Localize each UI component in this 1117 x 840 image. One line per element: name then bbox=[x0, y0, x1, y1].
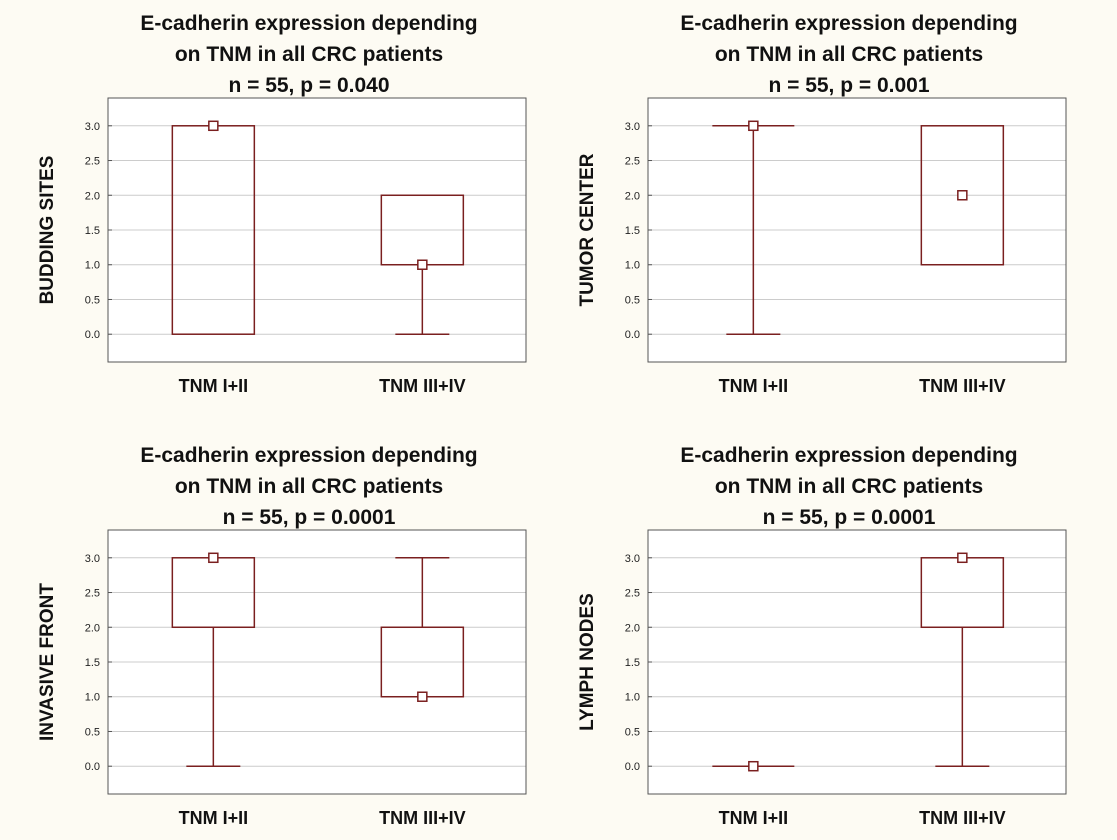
y-tick-label: 2.0 bbox=[85, 190, 100, 202]
median-marker bbox=[957, 552, 968, 564]
chart-panel: E-cadherin expression depending on TNM in… bbox=[37, 444, 527, 828]
box-iqr bbox=[920, 125, 1005, 266]
y-tick-label: 1.5 bbox=[85, 225, 100, 237]
chart-title-line: n = 55, p = 0.0001 bbox=[223, 506, 396, 529]
chart-title-line: n = 55, p = 0.040 bbox=[228, 74, 389, 97]
y-tick-label: 0.5 bbox=[85, 726, 100, 738]
y-tick-label: 2.5 bbox=[85, 588, 100, 600]
x-category-label: TNM I+II bbox=[719, 376, 789, 396]
plot-frame bbox=[647, 97, 1067, 363]
chart-panel: E-cadherin expression depending on TNM in… bbox=[37, 12, 527, 396]
median-marker bbox=[748, 120, 759, 132]
chart-title-line: on TNM in all CRC patients bbox=[175, 475, 443, 498]
x-category-label: TNM I+II bbox=[179, 376, 249, 396]
x-category-label: TNM I+II bbox=[719, 808, 789, 828]
y-tick-label: 2.5 bbox=[625, 588, 640, 600]
y-tick-label: 0.0 bbox=[85, 329, 100, 341]
y-tick-label: 1.5 bbox=[85, 657, 100, 669]
median-marker bbox=[417, 691, 428, 702]
y-tick-label: 3.0 bbox=[625, 121, 640, 133]
y-tick-label: 1.0 bbox=[625, 692, 640, 704]
y-tick-label: 1.0 bbox=[85, 260, 100, 272]
median-marker bbox=[957, 190, 968, 201]
chart-panel: E-cadherin expression depending on TNM in… bbox=[577, 12, 1067, 396]
chart-title-line: on TNM in all CRC patients bbox=[715, 43, 983, 66]
y-tick-label: 1.0 bbox=[625, 260, 640, 272]
y-tick-label: 0.5 bbox=[625, 294, 640, 306]
y-tick-label: 0.5 bbox=[85, 294, 100, 306]
y-tick-label: 3.0 bbox=[85, 553, 100, 565]
chart-title-line: E-cadherin expression depending bbox=[140, 12, 477, 35]
chart-title-line: on TNM in all CRC patients bbox=[715, 475, 983, 498]
y-tick-label: 1.5 bbox=[625, 657, 640, 669]
x-category-label: TNM III+IV bbox=[919, 808, 1006, 828]
chart-title-line: E-cadherin expression depending bbox=[680, 12, 1017, 35]
x-category-label: TNM III+IV bbox=[919, 376, 1006, 396]
chart-title-line: E-cadherin expression depending bbox=[680, 444, 1017, 467]
chart-title-line: n = 55, p = 0.001 bbox=[768, 74, 929, 97]
chart-title-line: on TNM in all CRC patients bbox=[175, 43, 443, 66]
y-tick-label: 1.0 bbox=[85, 692, 100, 704]
y-axis-label: BUDDING SITES bbox=[37, 156, 58, 305]
y-axis-label: INVASIVE FRONT bbox=[37, 583, 58, 741]
y-tick-label: 2.0 bbox=[85, 622, 100, 634]
chart-title-line: n = 55, p = 0.0001 bbox=[763, 506, 936, 529]
median-marker bbox=[208, 120, 219, 132]
median-marker bbox=[748, 760, 759, 772]
y-tick-label: 3.0 bbox=[85, 121, 100, 133]
y-tick-label: 3.0 bbox=[625, 553, 640, 565]
x-category-label: TNM III+IV bbox=[379, 808, 466, 828]
x-category-label: TNM I+II bbox=[179, 808, 249, 828]
plot-frame bbox=[107, 97, 527, 363]
y-tick-label: 2.5 bbox=[625, 156, 640, 168]
median-marker bbox=[417, 259, 428, 270]
y-tick-label: 0.0 bbox=[625, 329, 640, 341]
y-tick-label: 1.5 bbox=[625, 225, 640, 237]
y-axis-label: TUMOR CENTER bbox=[577, 153, 598, 306]
median-marker bbox=[208, 552, 219, 564]
chart-title-line: E-cadherin expression depending bbox=[140, 444, 477, 467]
plot-frame bbox=[647, 529, 1067, 795]
chart-panel: E-cadherin expression depending on TNM in… bbox=[577, 444, 1067, 828]
y-tick-label: 2.0 bbox=[625, 622, 640, 634]
y-tick-label: 0.5 bbox=[625, 726, 640, 738]
y-tick-label: 0.0 bbox=[625, 761, 640, 773]
x-category-label: TNM III+IV bbox=[379, 376, 466, 396]
plot-frame bbox=[107, 529, 527, 795]
y-axis-label: LYMPH NODES bbox=[577, 593, 598, 731]
y-tick-label: 2.5 bbox=[85, 156, 100, 168]
y-tick-label: 0.0 bbox=[85, 761, 100, 773]
y-tick-label: 2.0 bbox=[625, 190, 640, 202]
